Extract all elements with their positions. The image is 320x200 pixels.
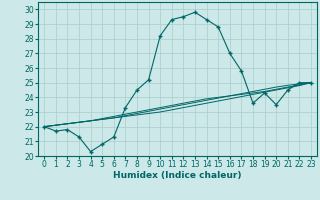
X-axis label: Humidex (Indice chaleur): Humidex (Indice chaleur) <box>113 171 242 180</box>
